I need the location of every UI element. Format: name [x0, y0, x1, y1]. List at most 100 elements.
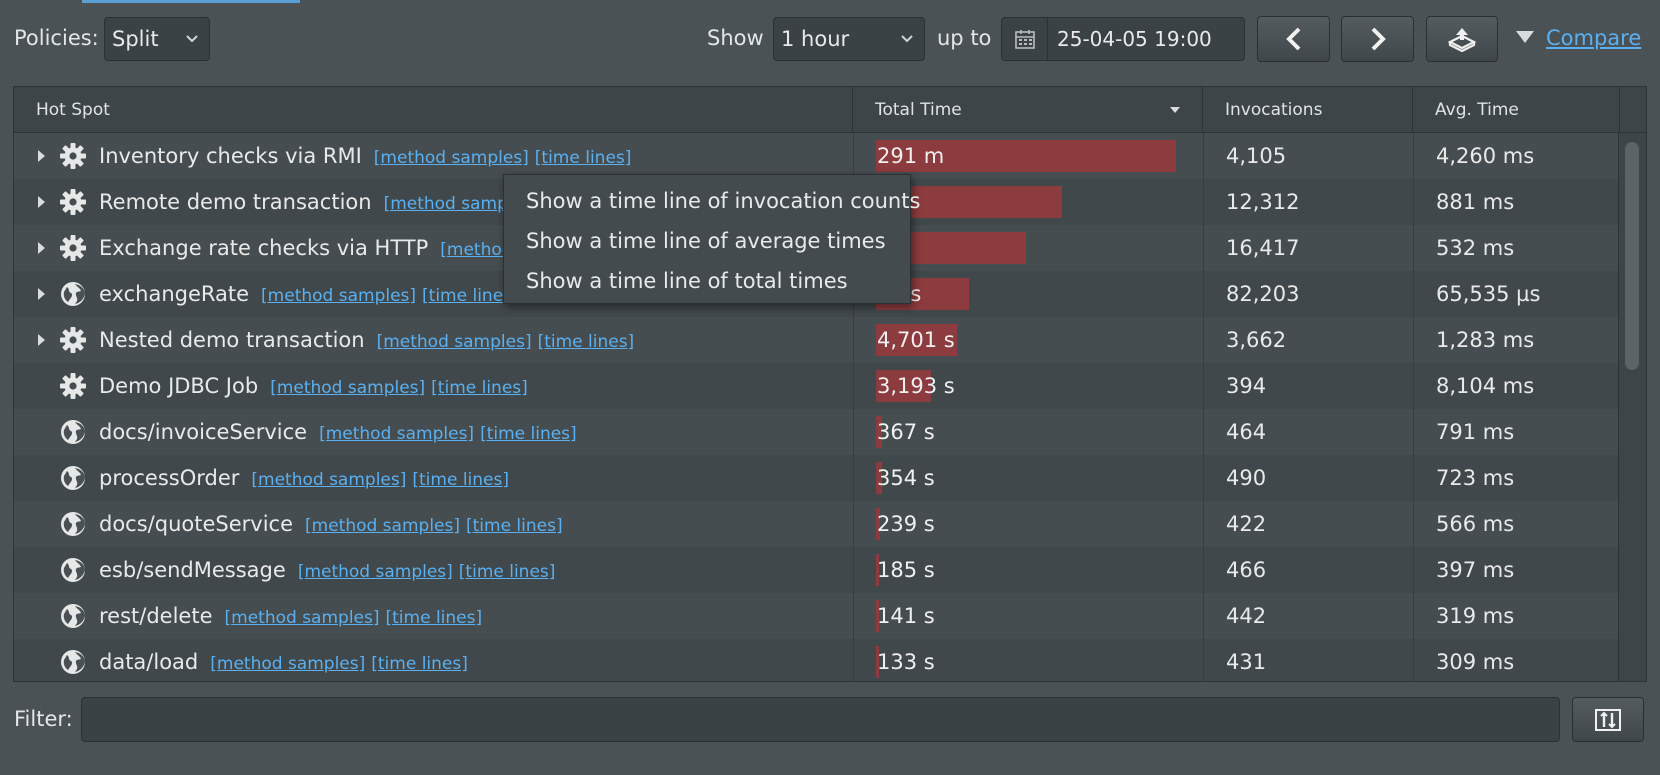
- filter-label: Filter:: [14, 707, 73, 731]
- method-samples-link[interactable]: [method samples]: [261, 286, 417, 306]
- hot-spot-name: rest/delete: [99, 604, 213, 628]
- toolbar: Policies: Split Show 1 hour up to 25-04-…: [0, 14, 1660, 62]
- total-time-value: 291 m: [877, 144, 945, 168]
- policies-select[interactable]: Split: [104, 17, 210, 61]
- invocations-value: 82,203: [1226, 282, 1300, 306]
- invocations-value: 12,312: [1226, 190, 1300, 214]
- export-icon: [1447, 28, 1477, 52]
- column-header-total-time-label: Total Time: [875, 100, 962, 120]
- table-header: Hot Spot Total Time Invocations Avg. Tim…: [14, 87, 1646, 133]
- hot-spot-cell: rest/delete [method samples] [time lines]: [99, 593, 488, 639]
- hot-spot-name: docs/quoteService: [99, 512, 293, 536]
- total-time-bar: [876, 324, 957, 356]
- avg-time-value: 791 ms: [1436, 420, 1515, 444]
- menu-item-average-times[interactable]: Show a time line of average times: [526, 229, 886, 253]
- time-lines-link[interactable]: [time lines]: [534, 148, 632, 168]
- previous-button[interactable]: [1257, 16, 1330, 62]
- table-row[interactable]: Nested demo transaction [method samples][…: [14, 317, 1618, 363]
- filter-input[interactable]: [81, 697, 1560, 742]
- end-date-field[interactable]: 25-04-05 19:00: [1001, 17, 1245, 61]
- total-time-value: 354 s: [877, 466, 935, 490]
- hot-spot-cell: docs/invoiceService [method samples] [time…: [99, 409, 583, 455]
- table-row[interactable]: docs/invoiceService [method samples] [time…: [14, 409, 1618, 455]
- hot-spot-name: processOrder: [99, 466, 240, 490]
- time-lines-link[interactable]: [time lines]: [412, 470, 509, 490]
- table-row[interactable]: docs/quoteService [method samples] [time l…: [14, 501, 1618, 547]
- expand-arrow-icon[interactable]: [38, 150, 45, 162]
- table-row[interactable]: Demo JDBC Job [method samples] [time lines…: [14, 363, 1618, 409]
- scrollbar-thumb[interactable]: [1625, 142, 1639, 370]
- method-samples-link[interactable]: [method samples]: [224, 608, 380, 628]
- total-time-bar: [876, 554, 879, 586]
- export-button[interactable]: [1426, 16, 1498, 62]
- table-row[interactable]: exchangeRate [method samples] [time lines]…: [14, 271, 1618, 317]
- range-select[interactable]: 1 hour: [773, 17, 925, 61]
- method-samples-link[interactable]: [method samples]: [297, 562, 453, 582]
- column-header-hot-spot[interactable]: Hot Spot: [14, 87, 853, 133]
- chevron-down-icon: [185, 18, 199, 77]
- total-time-value: 141 s: [877, 604, 935, 628]
- menu-item-total-times[interactable]: Show a time line of total times: [526, 269, 848, 293]
- hot-spot-name: Nested demo transaction: [99, 328, 365, 352]
- time-lines-link[interactable]: [time lines]: [385, 608, 483, 628]
- expand-arrow-icon[interactable]: [38, 334, 45, 346]
- time-lines-link[interactable]: [time lines]: [371, 654, 468, 674]
- total-time-value: 185 s: [877, 558, 935, 582]
- gear-icon: [59, 234, 87, 262]
- time-lines-popup-menu: Show a time line of invocation counts Sh…: [503, 174, 921, 304]
- invocations-value: 4,105: [1226, 144, 1287, 168]
- total-time-value: 3,193 s: [877, 374, 955, 398]
- invocations-value: 3,662: [1226, 328, 1287, 352]
- triangle-down-icon[interactable]: [1516, 31, 1534, 43]
- method-samples-link[interactable]: [method samples]: [305, 516, 460, 536]
- method-samples-link[interactable]: [method samples]: [319, 424, 475, 444]
- expand-arrow-icon[interactable]: [38, 242, 45, 254]
- avg-time-value: 532 ms: [1436, 236, 1515, 260]
- time-lines-link[interactable]: [time lines]: [458, 562, 556, 582]
- total-time-bar: [876, 462, 882, 494]
- compare-link[interactable]: Compare: [1546, 26, 1642, 50]
- table-row[interactable]: esb/sendMessage [method samples] [time lin…: [14, 547, 1618, 593]
- filter-options-button[interactable]: [1572, 697, 1644, 742]
- avg-time-value: 319 ms: [1436, 604, 1515, 628]
- time-lines-link[interactable]: [time lines]: [431, 378, 528, 398]
- menu-item-invocation-counts[interactable]: Show a time line of invocation counts: [526, 189, 921, 213]
- table-row[interactable]: data/load [method samples] [time lines] 133…: [14, 639, 1618, 681]
- column-header-invocations[interactable]: Invocations: [1203, 87, 1413, 133]
- time-lines-link[interactable]: [time lines]: [537, 332, 635, 352]
- column-divider: [1203, 133, 1204, 681]
- total-time-value: 367 s: [877, 420, 935, 444]
- table-row[interactable]: Inventory checks via RMI [method samples]…: [14, 133, 1618, 179]
- method-samples-link[interactable]: [method samples]: [270, 378, 426, 398]
- method-samples-link[interactable]: [method samples]: [373, 148, 529, 168]
- next-button[interactable]: [1341, 16, 1414, 62]
- calendar-icon[interactable]: [1002, 18, 1048, 60]
- method-samples-link[interactable]: [method samples]: [376, 332, 532, 352]
- globe-icon: [59, 602, 87, 630]
- table-row[interactable]: processOrder [method samples] [time lines]…: [14, 455, 1618, 501]
- avg-time-value: 1,283 ms: [1436, 328, 1535, 352]
- globe-icon: [59, 418, 87, 446]
- time-lines-link[interactable]: [time lines]: [480, 424, 577, 444]
- method-samples-link[interactable]: [method samples]: [251, 470, 407, 490]
- time-lines-link[interactable]: [time lines]: [465, 516, 563, 536]
- column-header-total-time[interactable]: Total Time: [853, 87, 1203, 133]
- time-lines-link[interactable]: [time lines]: [422, 286, 519, 306]
- method-samples-link[interactable]: [method samples]: [383, 194, 539, 214]
- invocations-value: 394: [1226, 374, 1267, 398]
- total-time-bar: [876, 370, 931, 402]
- table-row[interactable]: rest/delete [method samples] [time lines] 1…: [14, 593, 1618, 639]
- column-header-avg-time[interactable]: Avg. Time: [1413, 87, 1620, 133]
- expand-arrow-icon[interactable]: [38, 196, 45, 208]
- hot-spot-cell: data/load [method samples] [time lines]: [99, 639, 474, 681]
- hot-spot-name: esb/sendMessage: [99, 558, 286, 582]
- total-time-bar: [876, 416, 882, 448]
- invocations-value: 490: [1226, 466, 1267, 490]
- show-label: Show: [707, 26, 764, 50]
- total-time-bar: [876, 646, 879, 678]
- expand-arrow-icon[interactable]: [38, 288, 45, 300]
- method-samples-link[interactable]: [method samples]: [210, 654, 366, 674]
- invocations-value: 422: [1226, 512, 1267, 536]
- upto-label: up to: [937, 26, 992, 50]
- total-time-bar: [876, 600, 879, 632]
